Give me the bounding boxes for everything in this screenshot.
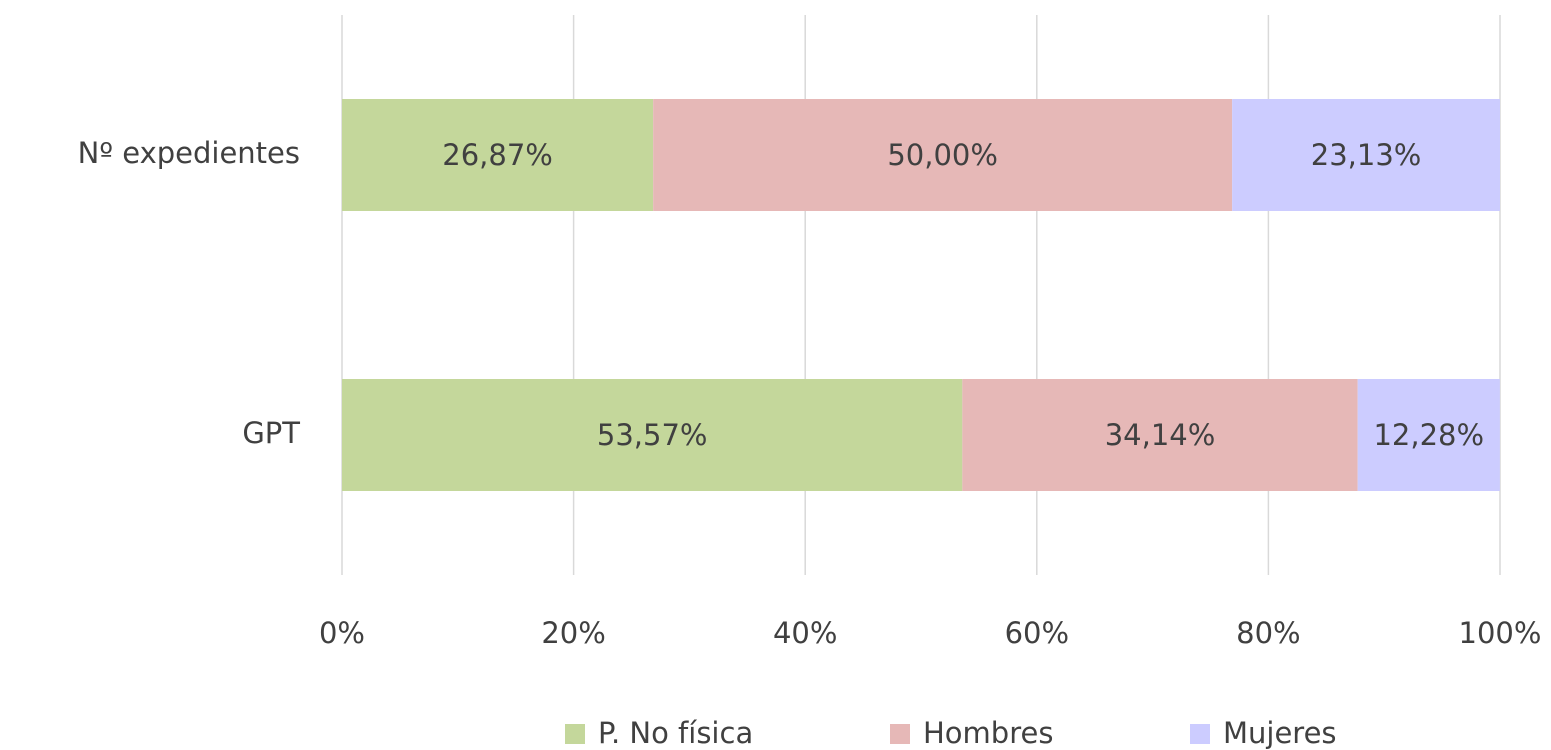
legend-label: Mujeres — [1223, 716, 1337, 750]
legend-swatch — [890, 724, 910, 744]
x-tick-label: 20% — [541, 616, 605, 650]
x-tick-label: 100% — [1459, 616, 1542, 650]
data-label: 23,13% — [1311, 138, 1422, 172]
y-tick-label: GPT — [242, 416, 300, 450]
bar-segment — [653, 99, 1233, 211]
legend-swatch — [1190, 724, 1210, 744]
legend-label: Hombres — [923, 716, 1053, 750]
bar-segment — [962, 379, 1358, 491]
data-label: 12,28% — [1373, 418, 1484, 452]
data-label: 34,14% — [1105, 418, 1216, 452]
bar-segment — [1357, 379, 1500, 491]
x-tick-label: 80% — [1236, 616, 1300, 650]
data-label: 26,87% — [442, 138, 553, 172]
bar-segment — [342, 99, 654, 211]
bar-segment — [342, 379, 963, 491]
x-tick-label: 40% — [773, 616, 837, 650]
x-tick-label: 0% — [319, 616, 365, 650]
legend-label: P. No física — [598, 716, 753, 750]
y-tick-label: Nº expedientes — [78, 136, 300, 170]
data-label: 53,57% — [597, 418, 708, 452]
legend-swatch — [565, 724, 585, 744]
x-tick-label: 60% — [1005, 616, 1069, 650]
data-label: 50,00% — [887, 138, 998, 172]
bar-segment — [1232, 99, 1500, 211]
